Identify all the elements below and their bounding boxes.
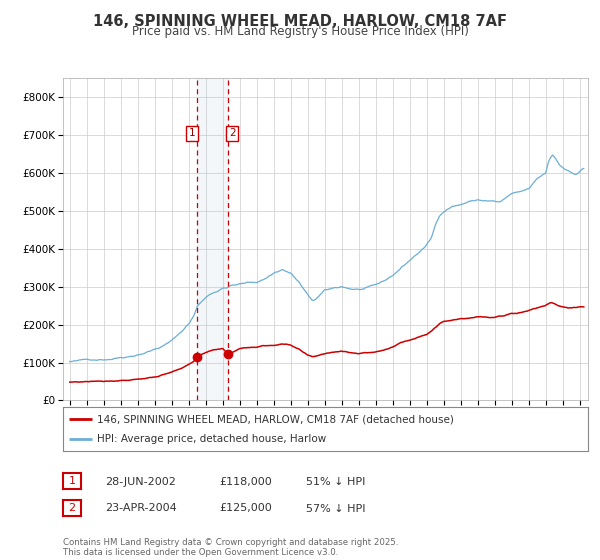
Text: 1: 1: [188, 128, 195, 138]
Text: 28-JUN-2002: 28-JUN-2002: [105, 477, 176, 487]
Text: 2: 2: [229, 128, 236, 138]
Text: 23-APR-2004: 23-APR-2004: [105, 503, 177, 514]
Text: HPI: Average price, detached house, Harlow: HPI: Average price, detached house, Harl…: [97, 433, 326, 444]
Text: 2: 2: [68, 503, 76, 513]
Text: 51% ↓ HPI: 51% ↓ HPI: [306, 477, 365, 487]
Text: 57% ↓ HPI: 57% ↓ HPI: [306, 503, 365, 514]
Text: 146, SPINNING WHEEL MEAD, HARLOW, CM18 7AF (detached house): 146, SPINNING WHEEL MEAD, HARLOW, CM18 7…: [97, 414, 454, 424]
Bar: [197, 78, 228, 400]
Text: 146, SPINNING WHEEL MEAD, HARLOW, CM18 7AF: 146, SPINNING WHEEL MEAD, HARLOW, CM18 7…: [93, 14, 507, 29]
Text: £118,000: £118,000: [219, 477, 272, 487]
Text: 1: 1: [68, 476, 76, 486]
Text: Contains HM Land Registry data © Crown copyright and database right 2025.
This d: Contains HM Land Registry data © Crown c…: [63, 538, 398, 557]
Text: Price paid vs. HM Land Registry's House Price Index (HPI): Price paid vs. HM Land Registry's House …: [131, 25, 469, 38]
Text: £125,000: £125,000: [219, 503, 272, 514]
